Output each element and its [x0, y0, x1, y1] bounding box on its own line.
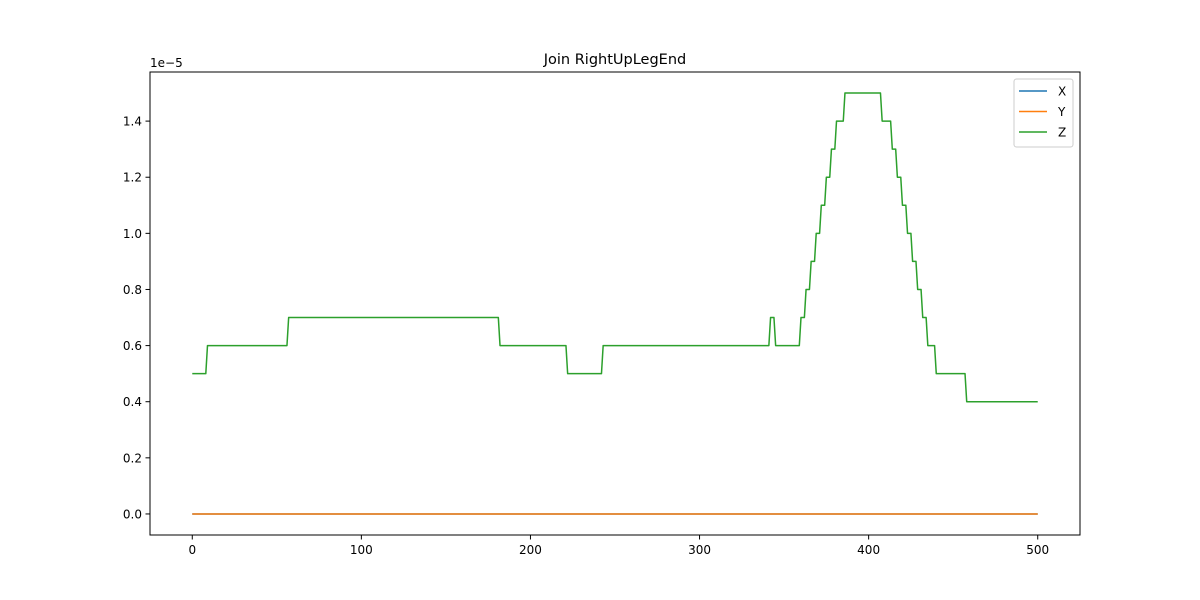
y-tick-label: 0.4 — [123, 395, 142, 409]
y-tick-label: 0.2 — [123, 451, 142, 465]
plot-frame — [149, 71, 1081, 536]
y-tick-label: 1.0 — [123, 227, 142, 241]
y-tick-label: 0.8 — [123, 283, 142, 297]
x-tick-label: 400 — [857, 543, 880, 557]
x-tick-label: 500 — [1026, 543, 1049, 557]
x-tick-label: 200 — [519, 543, 542, 557]
y-offset-label: 1e−5 — [150, 56, 183, 70]
legend-box — [1013, 78, 1074, 148]
y-tick-label: 0.6 — [123, 339, 142, 353]
x-tick-label: 100 — [350, 543, 373, 557]
y-tick-label: 1.2 — [123, 171, 142, 185]
x-axis: 0 100 200 300 400 500 — [188, 535, 1049, 557]
series-layer — [192, 92, 1038, 515]
series-line-z — [192, 92, 1038, 403]
chart-title: Join RightUpLegEnd — [543, 52, 686, 68]
legend-label-y: Y — [1057, 105, 1066, 119]
legend: XYZ — [1013, 78, 1074, 148]
x-tick-label: 0 — [188, 543, 196, 557]
x-tick-label: 300 — [688, 543, 711, 557]
legend-label-x: X — [1058, 85, 1066, 99]
y-tick-label: 0.0 — [123, 507, 142, 521]
legend-label-z: Z — [1058, 126, 1066, 140]
y-axis: 0.0 0.2 0.4 0.6 0.8 1.0 1.2 1.4 — [123, 115, 150, 521]
y-tick-label: 1.4 — [123, 115, 142, 129]
